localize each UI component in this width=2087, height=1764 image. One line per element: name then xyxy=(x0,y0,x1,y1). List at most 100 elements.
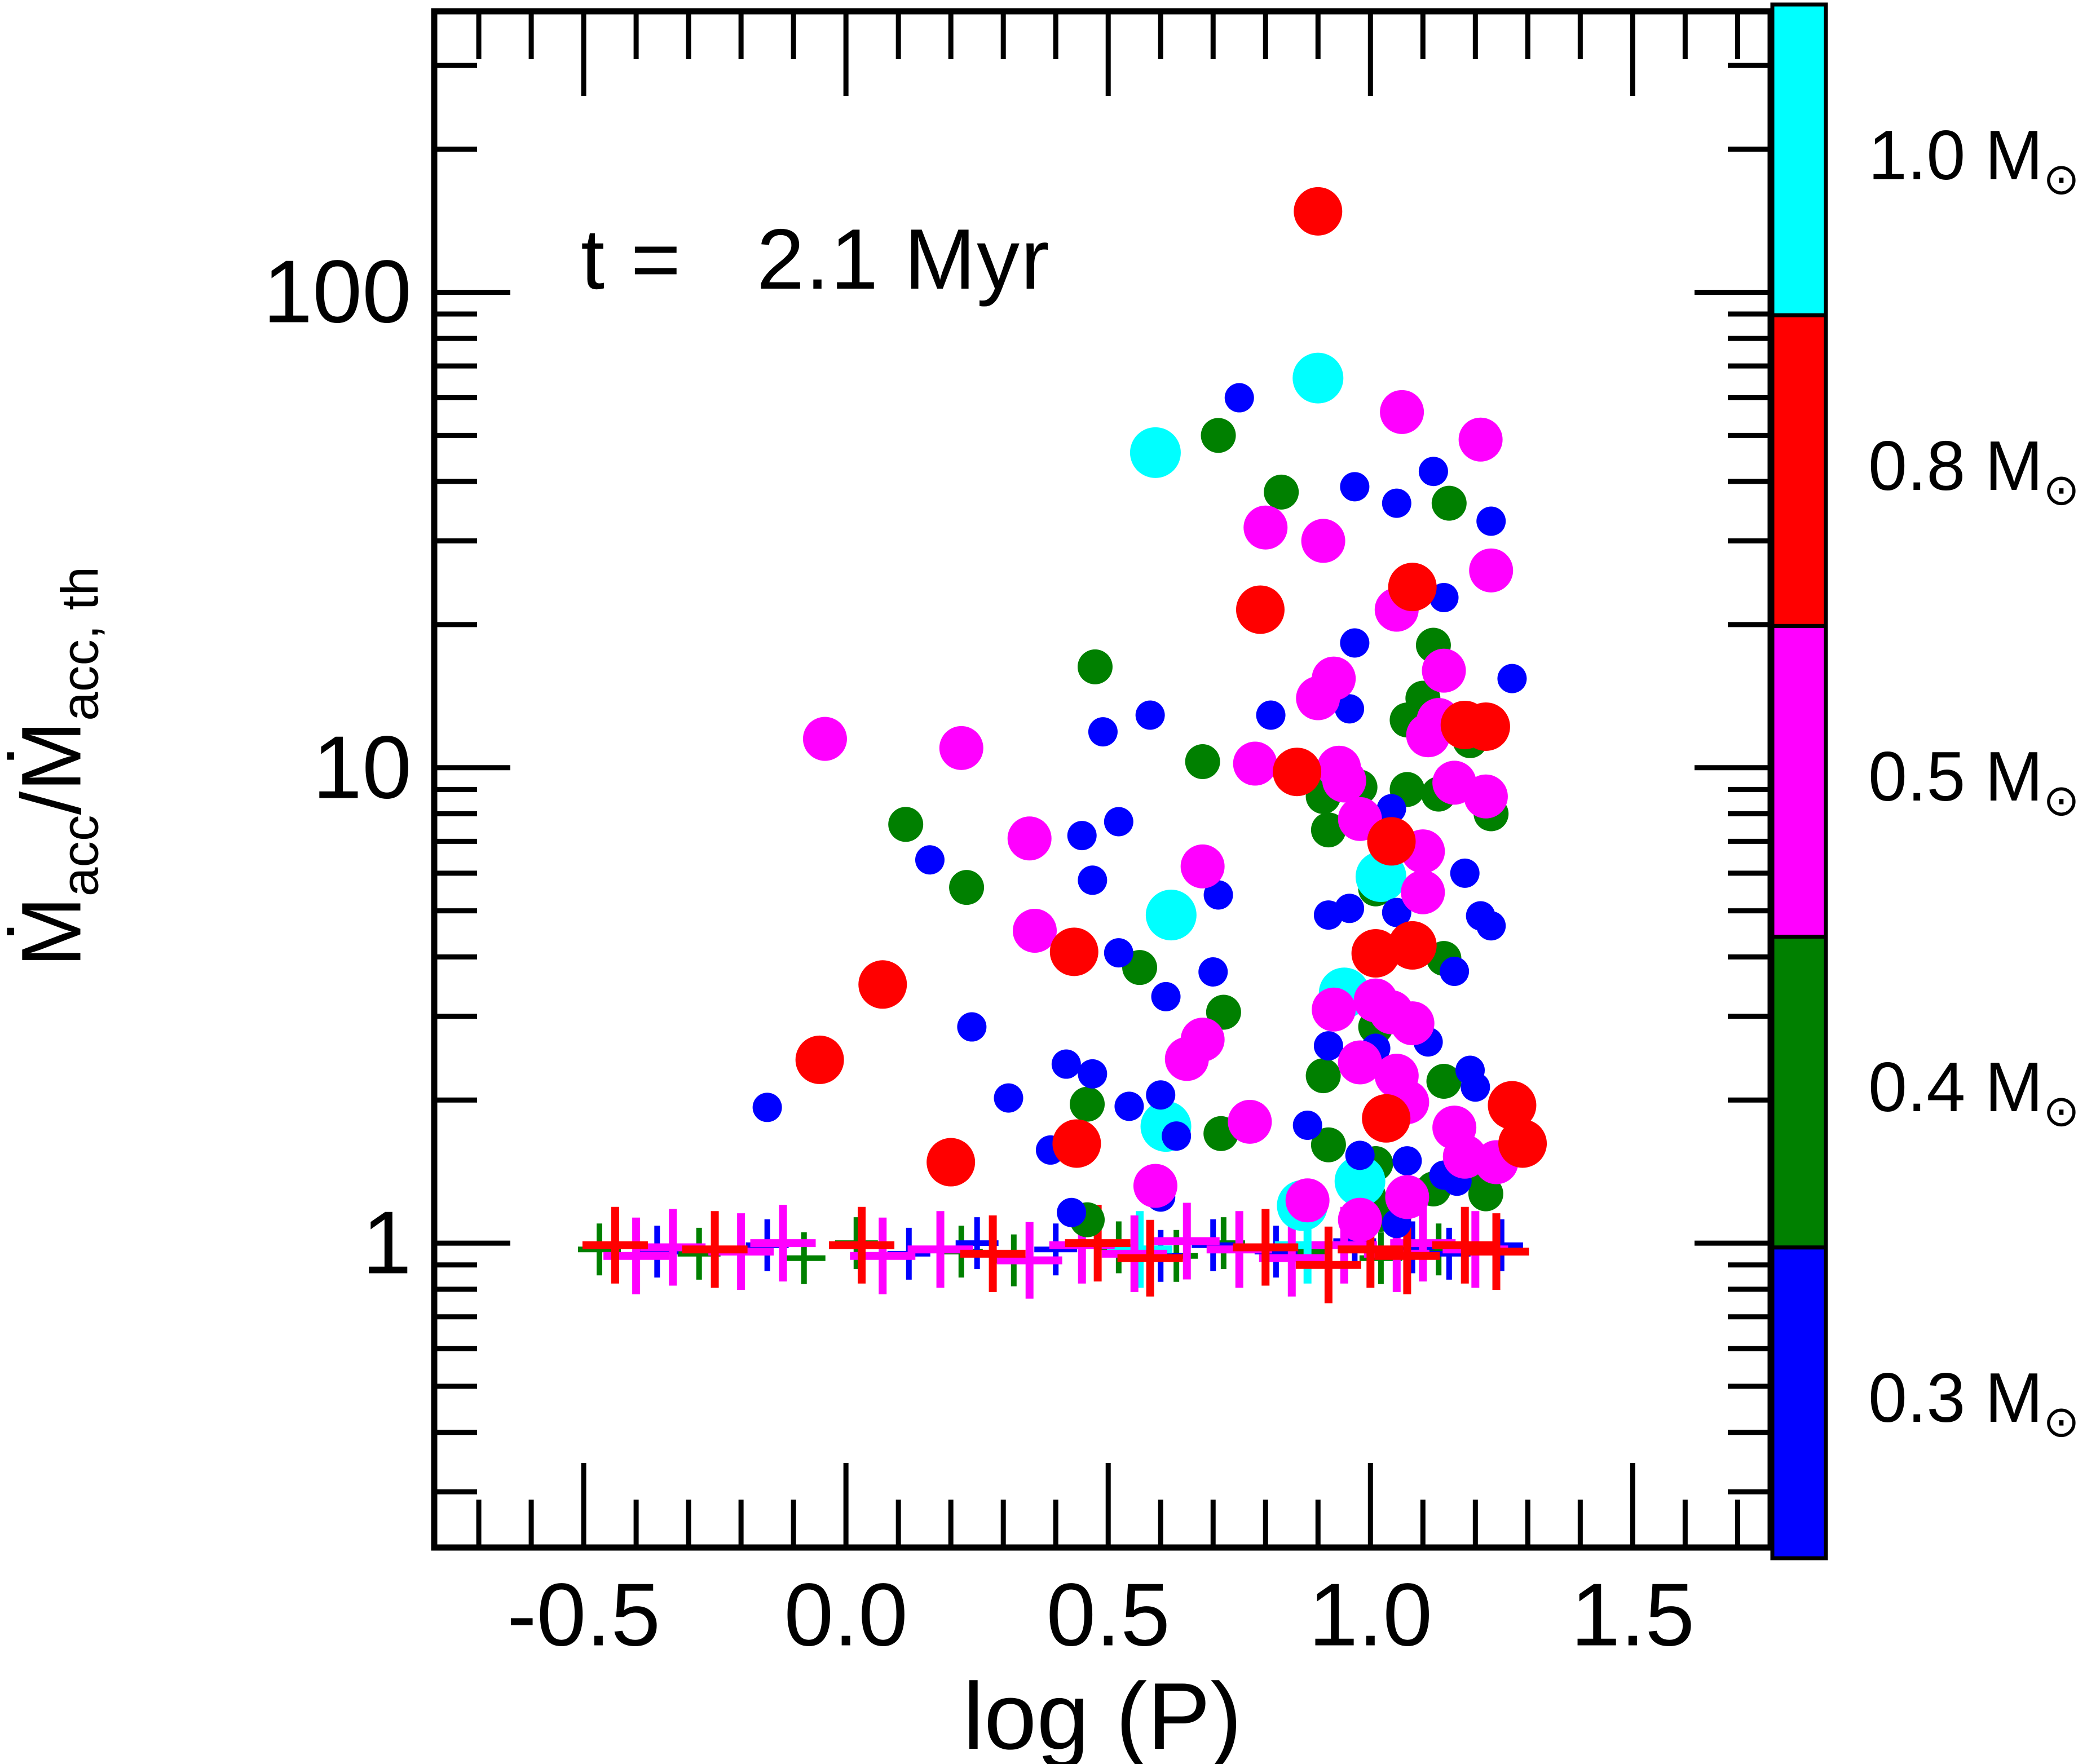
data-point xyxy=(1388,563,1437,612)
data-point xyxy=(1458,417,1503,462)
data-point xyxy=(1285,1178,1330,1223)
data-point xyxy=(1145,890,1197,941)
data-point xyxy=(926,1138,976,1187)
data-point xyxy=(1294,187,1343,236)
annotation-time: t = 2.1 Myr xyxy=(581,211,1051,307)
data-point xyxy=(1057,1197,1087,1227)
data-point xyxy=(1469,548,1514,593)
data-point xyxy=(1367,817,1416,866)
data-point xyxy=(802,717,847,761)
data-point xyxy=(1468,1176,1503,1212)
upper-limit-cross xyxy=(1192,1219,1235,1271)
colorbar-segment-0.4 xyxy=(1770,935,1828,1250)
data-point xyxy=(1114,1091,1144,1121)
y-tick-label: 100 xyxy=(263,242,412,342)
data-point xyxy=(1382,488,1411,518)
upper-limit-cross xyxy=(829,1206,895,1284)
data-point xyxy=(1236,585,1285,634)
x-tick-label: 0.0 xyxy=(784,1565,908,1665)
data-point xyxy=(1264,474,1299,510)
mass-colorbar xyxy=(1770,2,1828,1560)
data-point xyxy=(1273,748,1322,797)
data-point xyxy=(957,1012,987,1042)
data-point xyxy=(994,1083,1023,1113)
upper-limit-cross xyxy=(1034,1223,1078,1276)
data-point xyxy=(949,870,985,905)
data-point xyxy=(1201,418,1236,453)
colorbar-label-1.0: 1.0 M⊙ xyxy=(1868,116,2080,204)
data-point xyxy=(1311,1127,1346,1162)
data-point xyxy=(1313,900,1343,930)
data-point xyxy=(1233,741,1277,786)
colorbar-segment-0.3 xyxy=(1770,1245,1828,1560)
data-point xyxy=(1426,1064,1462,1099)
x-axis-title: log (P) xyxy=(963,1663,1242,1764)
data-point xyxy=(1077,649,1113,684)
data-point xyxy=(1463,774,1508,819)
upper-limit-cross xyxy=(582,1206,648,1284)
data-point xyxy=(1051,1049,1081,1079)
data-point xyxy=(1390,1001,1435,1046)
data-point xyxy=(1067,821,1097,851)
data-point xyxy=(1351,929,1400,978)
data-point xyxy=(1256,700,1286,730)
colorbar-label-0.4: 0.4 M⊙ xyxy=(1868,1049,2080,1136)
upper-limit-cross xyxy=(682,1211,748,1288)
upper-limit-crosses xyxy=(577,1202,1529,1303)
upper-limit-cross xyxy=(1117,1219,1183,1297)
data-point xyxy=(1429,582,1459,612)
data-point xyxy=(1301,519,1345,563)
colorbar-segment-0.8 xyxy=(1770,313,1828,628)
data-point xyxy=(1129,427,1181,478)
upper-limit-cross xyxy=(1101,1215,1167,1292)
data-point xyxy=(1296,676,1340,720)
data-point xyxy=(1305,1058,1341,1094)
data-point xyxy=(1104,938,1133,968)
data-point xyxy=(1476,506,1506,536)
data-point xyxy=(1243,505,1288,550)
data-point xyxy=(1388,921,1437,970)
x-tick-label: -0.5 xyxy=(506,1565,661,1665)
data-point xyxy=(1392,1146,1422,1176)
data-point xyxy=(1151,982,1181,1011)
colorbar-segment-1.0 xyxy=(1770,2,1828,317)
data-point xyxy=(1135,700,1165,730)
data-points xyxy=(752,187,1547,1242)
data-point xyxy=(1322,758,1366,803)
data-point xyxy=(1198,957,1228,987)
upper-limit-cross xyxy=(1154,1202,1220,1280)
data-point xyxy=(915,845,945,875)
colorbar-label-0.3: 0.3 M⊙ xyxy=(1868,1359,2080,1447)
data-point xyxy=(1292,352,1344,404)
data-point xyxy=(1335,694,1365,724)
data-point xyxy=(1340,628,1370,658)
data-point xyxy=(1385,1175,1429,1219)
data-point xyxy=(1340,472,1370,502)
sun-symbol-icon: ⊙ xyxy=(2043,1398,2080,1447)
data-point xyxy=(1418,457,1448,487)
data-point xyxy=(1224,383,1254,413)
upper-limit-cross xyxy=(1463,1213,1529,1290)
data-point xyxy=(1313,1031,1343,1061)
data-point xyxy=(1488,1081,1537,1130)
data-point xyxy=(1164,1037,1209,1081)
data-point xyxy=(795,1035,844,1084)
data-point xyxy=(1146,1080,1176,1110)
data-point xyxy=(1070,1086,1105,1122)
upper-limit-cross xyxy=(1233,1209,1299,1286)
data-point xyxy=(1345,1140,1375,1170)
data-point xyxy=(1431,485,1467,521)
data-point xyxy=(1185,744,1220,779)
data-point xyxy=(1052,1119,1101,1168)
data-point xyxy=(1461,1072,1490,1102)
upper-limit-cross xyxy=(1259,1219,1325,1297)
data-point xyxy=(1104,807,1133,837)
upper-limit-cross xyxy=(907,1211,973,1288)
data-point xyxy=(1461,702,1510,751)
data-point xyxy=(1133,1164,1177,1208)
data-point xyxy=(1382,898,1411,927)
data-point xyxy=(1180,844,1225,888)
y-axis-title: Ṁacc/Ṁacc, th xyxy=(3,566,109,967)
